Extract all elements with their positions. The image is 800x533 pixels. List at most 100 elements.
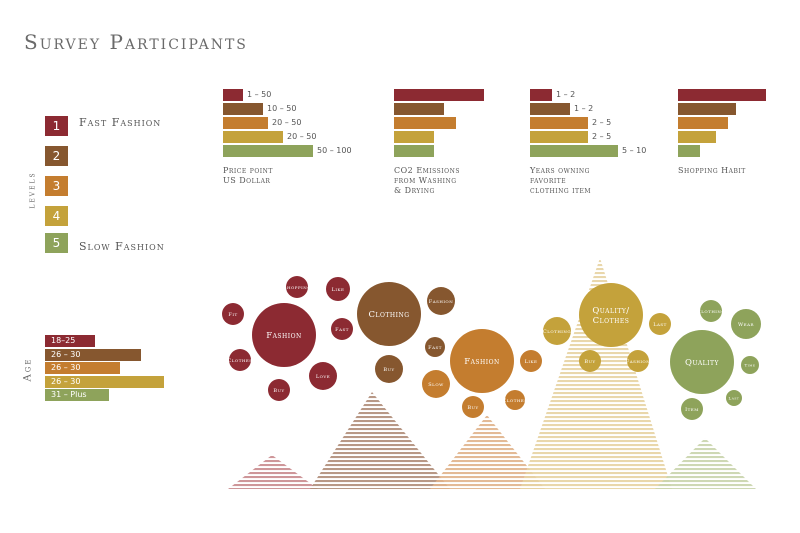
bubble-3-1 [520, 350, 542, 372]
bubble-center-label-4: Quality/Clothes [592, 306, 629, 326]
bubble-4-1 [543, 317, 571, 345]
age-bar-5: 31 – Plus [45, 389, 109, 401]
bubble-2-1 [427, 287, 455, 315]
bubble-1-7 [229, 349, 251, 371]
price-caption: Price point US Dollar [223, 166, 273, 185]
chart-3-bar-label-4: 2 – 5 [592, 132, 612, 141]
mountain-2 [310, 392, 450, 489]
chart-1-bar-4 [223, 131, 283, 143]
age-bar-3: 26 – 30 [45, 362, 120, 374]
bubble-5-5 [681, 398, 703, 420]
level-1-label: Fast Fashion [79, 116, 162, 129]
bubble-center-1 [252, 303, 316, 367]
bubble-1-4 [331, 318, 353, 340]
chart-3-bar-4 [530, 131, 588, 143]
chart-2-bar-1 [394, 89, 484, 101]
age-bar-2: 26 – 30 [45, 348, 141, 361]
chart-1-bar-1 [223, 89, 243, 101]
mountain-1 [228, 455, 318, 489]
bubble-1-5 [309, 362, 337, 390]
chart-3-bar-5 [530, 145, 618, 157]
bubble-5-4 [726, 390, 742, 406]
bubble-center-label-5: Quality [685, 358, 720, 368]
bubble-3-4 [422, 370, 450, 398]
chart-1-bar-label-3: 20 – 50 [272, 118, 302, 127]
bubble-1-1 [222, 303, 244, 325]
bubble-label-5-5: Item [685, 407, 699, 413]
chart-1-bar-3 [223, 117, 268, 129]
chart-4-bar-5 [678, 145, 700, 157]
bubble-center-4 [579, 283, 643, 347]
bubble-label-2-2: Fast [428, 345, 442, 351]
mountain-5 [655, 438, 756, 489]
habit-caption: Shopping Habit [678, 166, 746, 175]
bubble-label-3-3: Buy [467, 405, 478, 411]
bubble-1-2 [286, 276, 308, 298]
bubble-4-3 [579, 350, 601, 372]
bubble-center-2 [357, 282, 421, 346]
bubble-label-2-3: Buy [383, 367, 394, 373]
chart-4-bar-3 [678, 117, 728, 129]
bubble-2-2 [425, 337, 445, 357]
bubbles-group: Fashion Fit Shopping Like Fast Love Buy Clothes… [222, 276, 761, 420]
chart-3-bar-label-2: 1 – 2 [574, 104, 594, 113]
bubble-label-3-1: Like [525, 359, 538, 365]
bubble-label-3-2: Clothes [502, 398, 527, 404]
chart-2-bar-2 [394, 103, 444, 115]
mountains-group [228, 258, 756, 489]
bubble-center-label-3: Fashion [464, 357, 500, 367]
mountain-3 [430, 415, 545, 489]
chart-4-bar-4 [678, 131, 716, 143]
bubble-center-3 [450, 329, 514, 393]
bubble-5-1 [700, 300, 722, 322]
bubble-2-3 [375, 355, 403, 383]
chart-3-bar-label-1: 1 – 2 [556, 90, 576, 99]
co2-caption: CO2 Emissions from Washing & Drying [394, 166, 460, 195]
chart-3-bar-label-5: 5 – 10 [622, 146, 647, 155]
bubble-5-2 [731, 309, 761, 339]
mountain-4 [520, 258, 672, 489]
bubble-label-4-1: Clothing [543, 329, 571, 335]
bubble-3-3 [462, 396, 484, 418]
bubble-label-5-2: Wear [738, 322, 754, 328]
bubble-label-5-3: Time [744, 362, 755, 367]
chart-1-bar-label-4: 20 – 50 [287, 132, 317, 141]
years-caption: Years owning favorite clothing item [530, 166, 592, 195]
chart-3-bar-2 [530, 103, 570, 115]
level-5-label: Slow Fashion [79, 240, 165, 253]
bubble-4-4 [627, 350, 649, 372]
chart-2-bar-4 [394, 131, 434, 143]
level-1-box: 1 [45, 116, 68, 136]
chart-4-bar-2 [678, 103, 736, 115]
bubble-label-3-4: Slow [428, 382, 444, 388]
bubble-label-1-1: Fit [228, 312, 237, 318]
bubble-1-6 [268, 379, 290, 401]
chart-1-bar-label-1: 1 – 50 [247, 90, 272, 99]
bubble-5-3 [741, 356, 759, 374]
age-bar-4: 26 – 30 [45, 375, 164, 388]
bubble-4-2 [649, 313, 671, 335]
bubble-label-1-5: Love [316, 374, 330, 380]
bubble-label-2-1: Fashion [429, 299, 453, 305]
chart-1-bar-2 [223, 103, 263, 115]
chart-1-bar-label-5: 50 – 100 [317, 146, 352, 155]
level-3-box: 3 [45, 176, 68, 196]
bubble-center-label-1: Fashion [266, 331, 302, 341]
bubble-label-1-2: Shopping [283, 285, 311, 291]
chart-3-bar-1 [530, 89, 552, 101]
page-title: Survey Participants [24, 30, 248, 54]
level-5-box: 5 [45, 233, 68, 253]
bubble-label-4-3: Buy [584, 359, 595, 365]
age-bar-1: 18–25 [45, 335, 95, 347]
bubble-center-label-2: Clothing [368, 310, 409, 320]
chart-1-bar-5 [223, 145, 313, 157]
bubble-label-4-4: Fashion [626, 359, 650, 365]
chart-4-bar-1 [678, 89, 766, 101]
chart-3-bar-label-3: 2 – 5 [592, 118, 612, 127]
bubble-label-1-6: Buy [273, 388, 284, 394]
chart-3-bar-3 [530, 117, 588, 129]
chart-2-bar-5 [394, 145, 434, 157]
bubble-label-1-4: Fast [335, 327, 349, 333]
bubble-label-5-4: Last [729, 395, 740, 400]
